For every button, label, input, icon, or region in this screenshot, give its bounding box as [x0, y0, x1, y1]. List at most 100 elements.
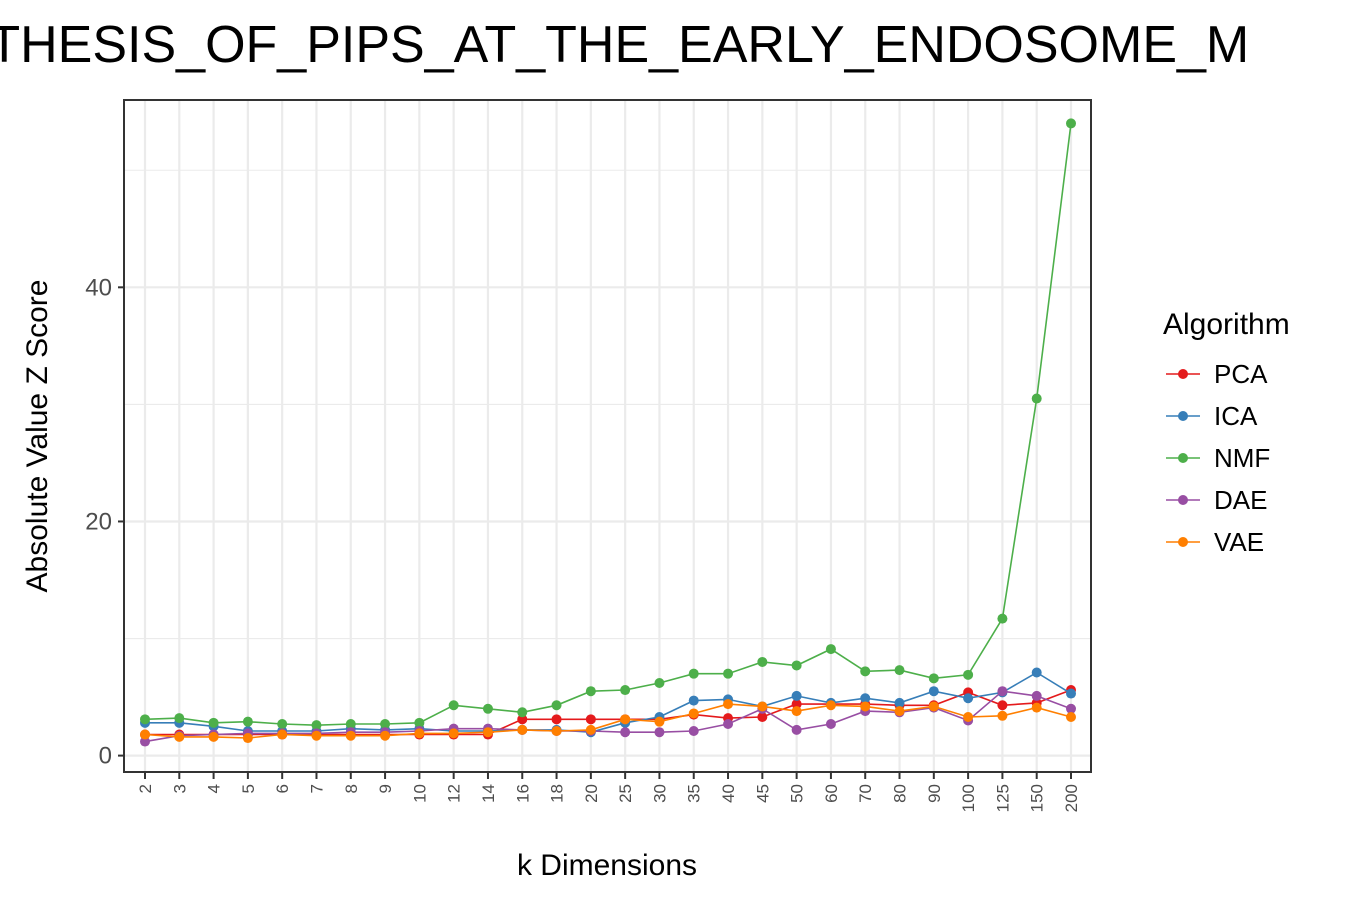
data-point-nmf: [860, 666, 871, 677]
x-tick-label: 4: [205, 784, 224, 793]
x-tick-label: 50: [788, 784, 807, 803]
data-point-nmf: [311, 720, 322, 731]
legend-item-pca: PCA: [1166, 359, 1268, 389]
y-tick-label: 40: [85, 274, 112, 301]
data-point-vae: [414, 728, 425, 739]
data-point-nmf: [242, 716, 253, 727]
x-tick-label: 3: [170, 784, 189, 793]
legend: Algorithm PCA ICA NMF DAE VAE: [1163, 308, 1290, 557]
data-point-vae: [345, 730, 356, 741]
x-tick-label: 25: [616, 784, 635, 803]
x-tick-label: 100: [959, 784, 978, 812]
data-point-dae: [654, 727, 665, 738]
data-point-ica: [894, 697, 905, 708]
data-point-nmf: [620, 685, 631, 696]
data-point-nmf: [174, 713, 185, 724]
data-point-dae: [997, 686, 1008, 697]
series-lines: [140, 118, 1076, 747]
chart-title: NTHESIS_OF_PIPS_AT_THE_EARLY_ENDOSOME_M: [0, 16, 1249, 74]
series-line-dae: [144, 690, 1072, 743]
data-point-pca: [757, 711, 768, 722]
data-point-vae: [1031, 702, 1042, 713]
legend-label: NMF: [1214, 443, 1270, 473]
data-point-vae: [825, 700, 836, 711]
x-tick-label: 60: [822, 784, 841, 803]
data-point-ica: [1066, 688, 1076, 699]
x-tick-label: 30: [650, 784, 669, 803]
data-point-nmf: [345, 719, 356, 729]
legend-label: ICA: [1214, 401, 1258, 431]
x-tick-label: 20: [582, 784, 601, 803]
legend-title: Algorithm: [1163, 308, 1290, 341]
data-point-nmf: [723, 668, 734, 679]
series-line-vae: [144, 703, 1072, 739]
legend-label: PCA: [1214, 359, 1268, 389]
x-axis-title: k Dimensions: [517, 849, 697, 882]
data-point-vae: [791, 706, 802, 717]
data-point-ica: [791, 690, 802, 701]
data-point-vae: [380, 730, 391, 741]
data-point-vae: [654, 716, 665, 727]
data-point-vae: [963, 711, 974, 722]
grid-lines: [124, 100, 1091, 772]
data-point-dae: [791, 724, 802, 735]
data-point-pca: [517, 714, 528, 725]
data-point-pca: [997, 700, 1008, 711]
legend-item-ica: ICA: [1166, 401, 1258, 431]
data-point-vae: [482, 727, 493, 738]
legend-key-point: [1178, 411, 1188, 421]
data-point-nmf: [585, 686, 596, 697]
x-tick-label: 16: [513, 784, 532, 803]
data-point-dae: [723, 719, 734, 729]
data-point-vae: [448, 728, 459, 739]
data-point-pca: [791, 699, 802, 710]
data-point-nmf: [517, 707, 528, 718]
data-point-ica: [963, 693, 974, 704]
data-point-dae: [688, 726, 699, 737]
legend-item-vae: VAE: [1166, 527, 1264, 557]
x-tick-label: 7: [307, 784, 326, 793]
y-axis-title: Absolute Value Z Score: [21, 280, 54, 593]
data-point-nmf: [688, 668, 699, 679]
x-tick-label: 5: [239, 784, 258, 793]
x-tick-label: 90: [925, 784, 944, 803]
legend-item-nmf: NMF: [1166, 443, 1270, 473]
data-point-vae: [894, 706, 905, 717]
legend-item-dae: DAE: [1166, 485, 1267, 515]
data-point-nmf: [928, 673, 939, 684]
data-point-nmf: [1066, 118, 1076, 129]
data-point-nmf: [414, 717, 425, 728]
legend-label: DAE: [1214, 485, 1267, 515]
data-point-vae: [1066, 711, 1076, 722]
data-point-ica: [1031, 667, 1042, 678]
data-point-pca: [585, 714, 596, 725]
x-tick-label: 12: [445, 784, 464, 803]
x-tick-label: 35: [685, 784, 704, 803]
data-point-nmf: [654, 678, 665, 689]
x-tick-label: 150: [1028, 784, 1047, 812]
data-point-vae: [311, 730, 322, 741]
data-point-nmf: [140, 714, 150, 725]
x-tick-label: 6: [273, 784, 292, 793]
data-point-nmf: [482, 703, 493, 714]
data-point-vae: [860, 701, 871, 712]
data-point-nmf: [791, 660, 802, 671]
series-nmf: [140, 118, 1076, 731]
data-point-nmf: [1031, 393, 1042, 404]
series-line-nmf: [144, 123, 1072, 727]
data-point-pca: [551, 714, 562, 725]
data-point-vae: [688, 708, 699, 719]
x-tick-label: 14: [479, 784, 498, 803]
legend-key-point: [1178, 537, 1188, 547]
data-point-nmf: [825, 644, 836, 655]
data-point-ica: [860, 693, 871, 704]
data-point-vae: [723, 699, 734, 710]
data-point-nmf: [448, 700, 459, 711]
legend-key-point: [1178, 495, 1188, 505]
x-tick-label: 45: [753, 784, 772, 803]
data-point-vae: [551, 726, 562, 737]
x-tick-label: 9: [376, 784, 395, 793]
data-point-vae: [277, 729, 288, 740]
data-point-dae: [620, 727, 631, 738]
